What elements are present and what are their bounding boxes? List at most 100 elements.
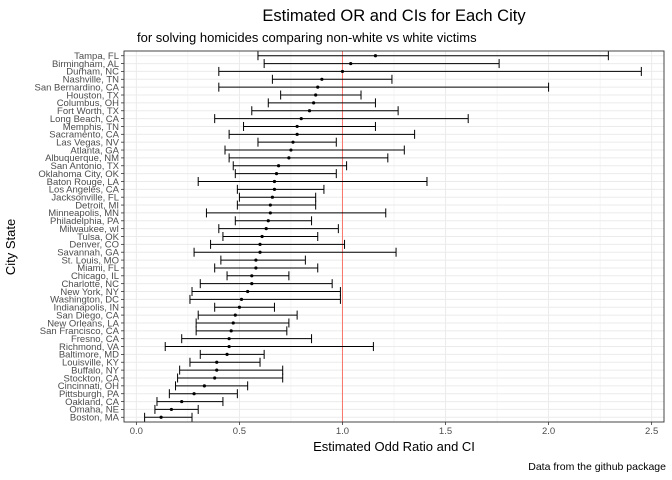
x-tick-label: 2.0 bbox=[542, 426, 555, 437]
or-point bbox=[314, 93, 318, 97]
city-label: Fort Worth, TX bbox=[57, 106, 120, 117]
city-label: Milwaukee, wI bbox=[59, 224, 119, 235]
y-axis-title: City State bbox=[3, 219, 18, 275]
city-label: Louisville, KY bbox=[62, 358, 120, 369]
city-label: Tulsa, OK bbox=[77, 232, 120, 243]
city-label: Oakland, CA bbox=[65, 397, 120, 408]
or-point bbox=[250, 282, 254, 286]
city-label: Houston, TX bbox=[66, 90, 119, 101]
or-point bbox=[268, 211, 272, 215]
city-label: Nashville, TN bbox=[63, 75, 119, 86]
data-marks bbox=[144, 51, 642, 422]
city-label: New York, NY bbox=[60, 287, 119, 298]
city-label: Cincinnati, OH bbox=[58, 381, 119, 392]
or-point bbox=[202, 384, 206, 388]
x-axis-title: Estimated Odd Ratio and CI bbox=[313, 439, 475, 454]
or-point bbox=[213, 376, 217, 380]
city-label: Chicago, IL bbox=[71, 271, 119, 282]
chart-caption: Data from the github package bbox=[528, 461, 666, 473]
city-label: Denver, CO bbox=[69, 240, 119, 251]
or-point bbox=[227, 344, 231, 349]
or-point bbox=[274, 172, 279, 176]
or-point bbox=[246, 289, 250, 294]
or-point bbox=[299, 116, 303, 121]
x-tick-label: 1.5 bbox=[439, 426, 452, 437]
or-point bbox=[307, 109, 312, 113]
or-point bbox=[316, 85, 320, 89]
city-label: Miami, FL bbox=[77, 263, 119, 274]
or-point bbox=[254, 266, 258, 270]
city-label: Sacramento, CA bbox=[49, 130, 119, 141]
city-label: Las Vegas, NV bbox=[56, 137, 120, 148]
city-label: Pittsburgh, PA bbox=[59, 389, 120, 400]
or-point bbox=[295, 124, 299, 129]
city-label: Albuquerque, NM bbox=[45, 153, 119, 164]
city-label: Baton Rouge, LA bbox=[47, 177, 120, 188]
or-point bbox=[250, 274, 254, 278]
or-point bbox=[295, 132, 299, 136]
city-label: Long Beach, CA bbox=[50, 114, 120, 125]
or-point bbox=[254, 258, 258, 262]
x-tick-label: 2.5 bbox=[645, 426, 658, 437]
or-point bbox=[291, 140, 295, 144]
x-tick-label: 1.0 bbox=[336, 426, 349, 437]
chart-subtitle: for solving homicides comparing non-whit… bbox=[137, 30, 477, 45]
or-point bbox=[266, 219, 270, 223]
city-label: Baltimore, MD bbox=[59, 350, 119, 361]
city-label: Savannah, GA bbox=[57, 248, 119, 259]
city-label: Richmond, VA bbox=[59, 342, 120, 353]
city-label: Birmingham, AL bbox=[52, 59, 119, 70]
or-point bbox=[215, 368, 219, 372]
city-label: Fresno, CA bbox=[71, 334, 120, 345]
or-point bbox=[289, 148, 293, 152]
or-point bbox=[312, 101, 316, 105]
city-label: Philadelphia, PA bbox=[50, 216, 120, 227]
or-point bbox=[264, 227, 268, 231]
x-tick-label: 0.5 bbox=[233, 426, 246, 437]
or-point bbox=[272, 187, 277, 191]
or-point bbox=[215, 360, 219, 364]
x-tick-label: 0.0 bbox=[130, 426, 143, 437]
city-label: Stockton, CA bbox=[64, 373, 120, 384]
city-label: Tampa, FL bbox=[74, 51, 119, 62]
city-label: Los Angeles, CA bbox=[49, 185, 120, 196]
or-point bbox=[229, 329, 233, 333]
or-point bbox=[260, 234, 264, 239]
city-label: Charlotte, NC bbox=[61, 279, 119, 290]
or-point bbox=[225, 352, 229, 357]
or-point bbox=[159, 415, 163, 419]
city-label: Columbus, OH bbox=[57, 98, 119, 109]
city-label: Minneapolis, MN bbox=[48, 208, 119, 219]
grid-lines bbox=[124, 51, 664, 422]
city-label: St. Louis, MO bbox=[61, 255, 119, 266]
x-axis-tick-labels: 0.0 0.5 1.0 1.5 2.0 2.5 bbox=[130, 422, 658, 437]
or-point bbox=[270, 195, 274, 199]
or-point bbox=[276, 164, 281, 168]
city-label: San Antonio, TX bbox=[51, 161, 120, 172]
city-label: New Orleans, LA bbox=[47, 318, 119, 329]
city-label: Indianapolis, IN bbox=[54, 303, 120, 314]
city-label: Detroit, MI bbox=[75, 200, 119, 211]
city-label: Buffalo, NY bbox=[71, 365, 120, 376]
city-label: Washington, DC bbox=[50, 295, 119, 306]
city-label: Atlanta, GA bbox=[70, 145, 119, 156]
or-point bbox=[192, 392, 196, 396]
or-point bbox=[180, 399, 184, 404]
or-point bbox=[373, 54, 378, 58]
chart-title: Estimated OR and CIs for Each City bbox=[262, 7, 526, 25]
city-label: San Francisco, CA bbox=[40, 326, 120, 337]
city-label: Oklahoma City, OK bbox=[38, 169, 119, 180]
or-point bbox=[258, 242, 262, 246]
or-point bbox=[268, 203, 272, 207]
or-point bbox=[258, 250, 262, 254]
city-label: Jacksonville, FL bbox=[51, 192, 119, 203]
or-point bbox=[349, 61, 353, 66]
or-point bbox=[237, 305, 242, 309]
or-point bbox=[169, 407, 174, 412]
city-label: San Diego, CA bbox=[56, 310, 120, 321]
or-point bbox=[233, 313, 237, 317]
or-point bbox=[239, 297, 244, 301]
city-label: Boston, MA bbox=[70, 413, 120, 424]
